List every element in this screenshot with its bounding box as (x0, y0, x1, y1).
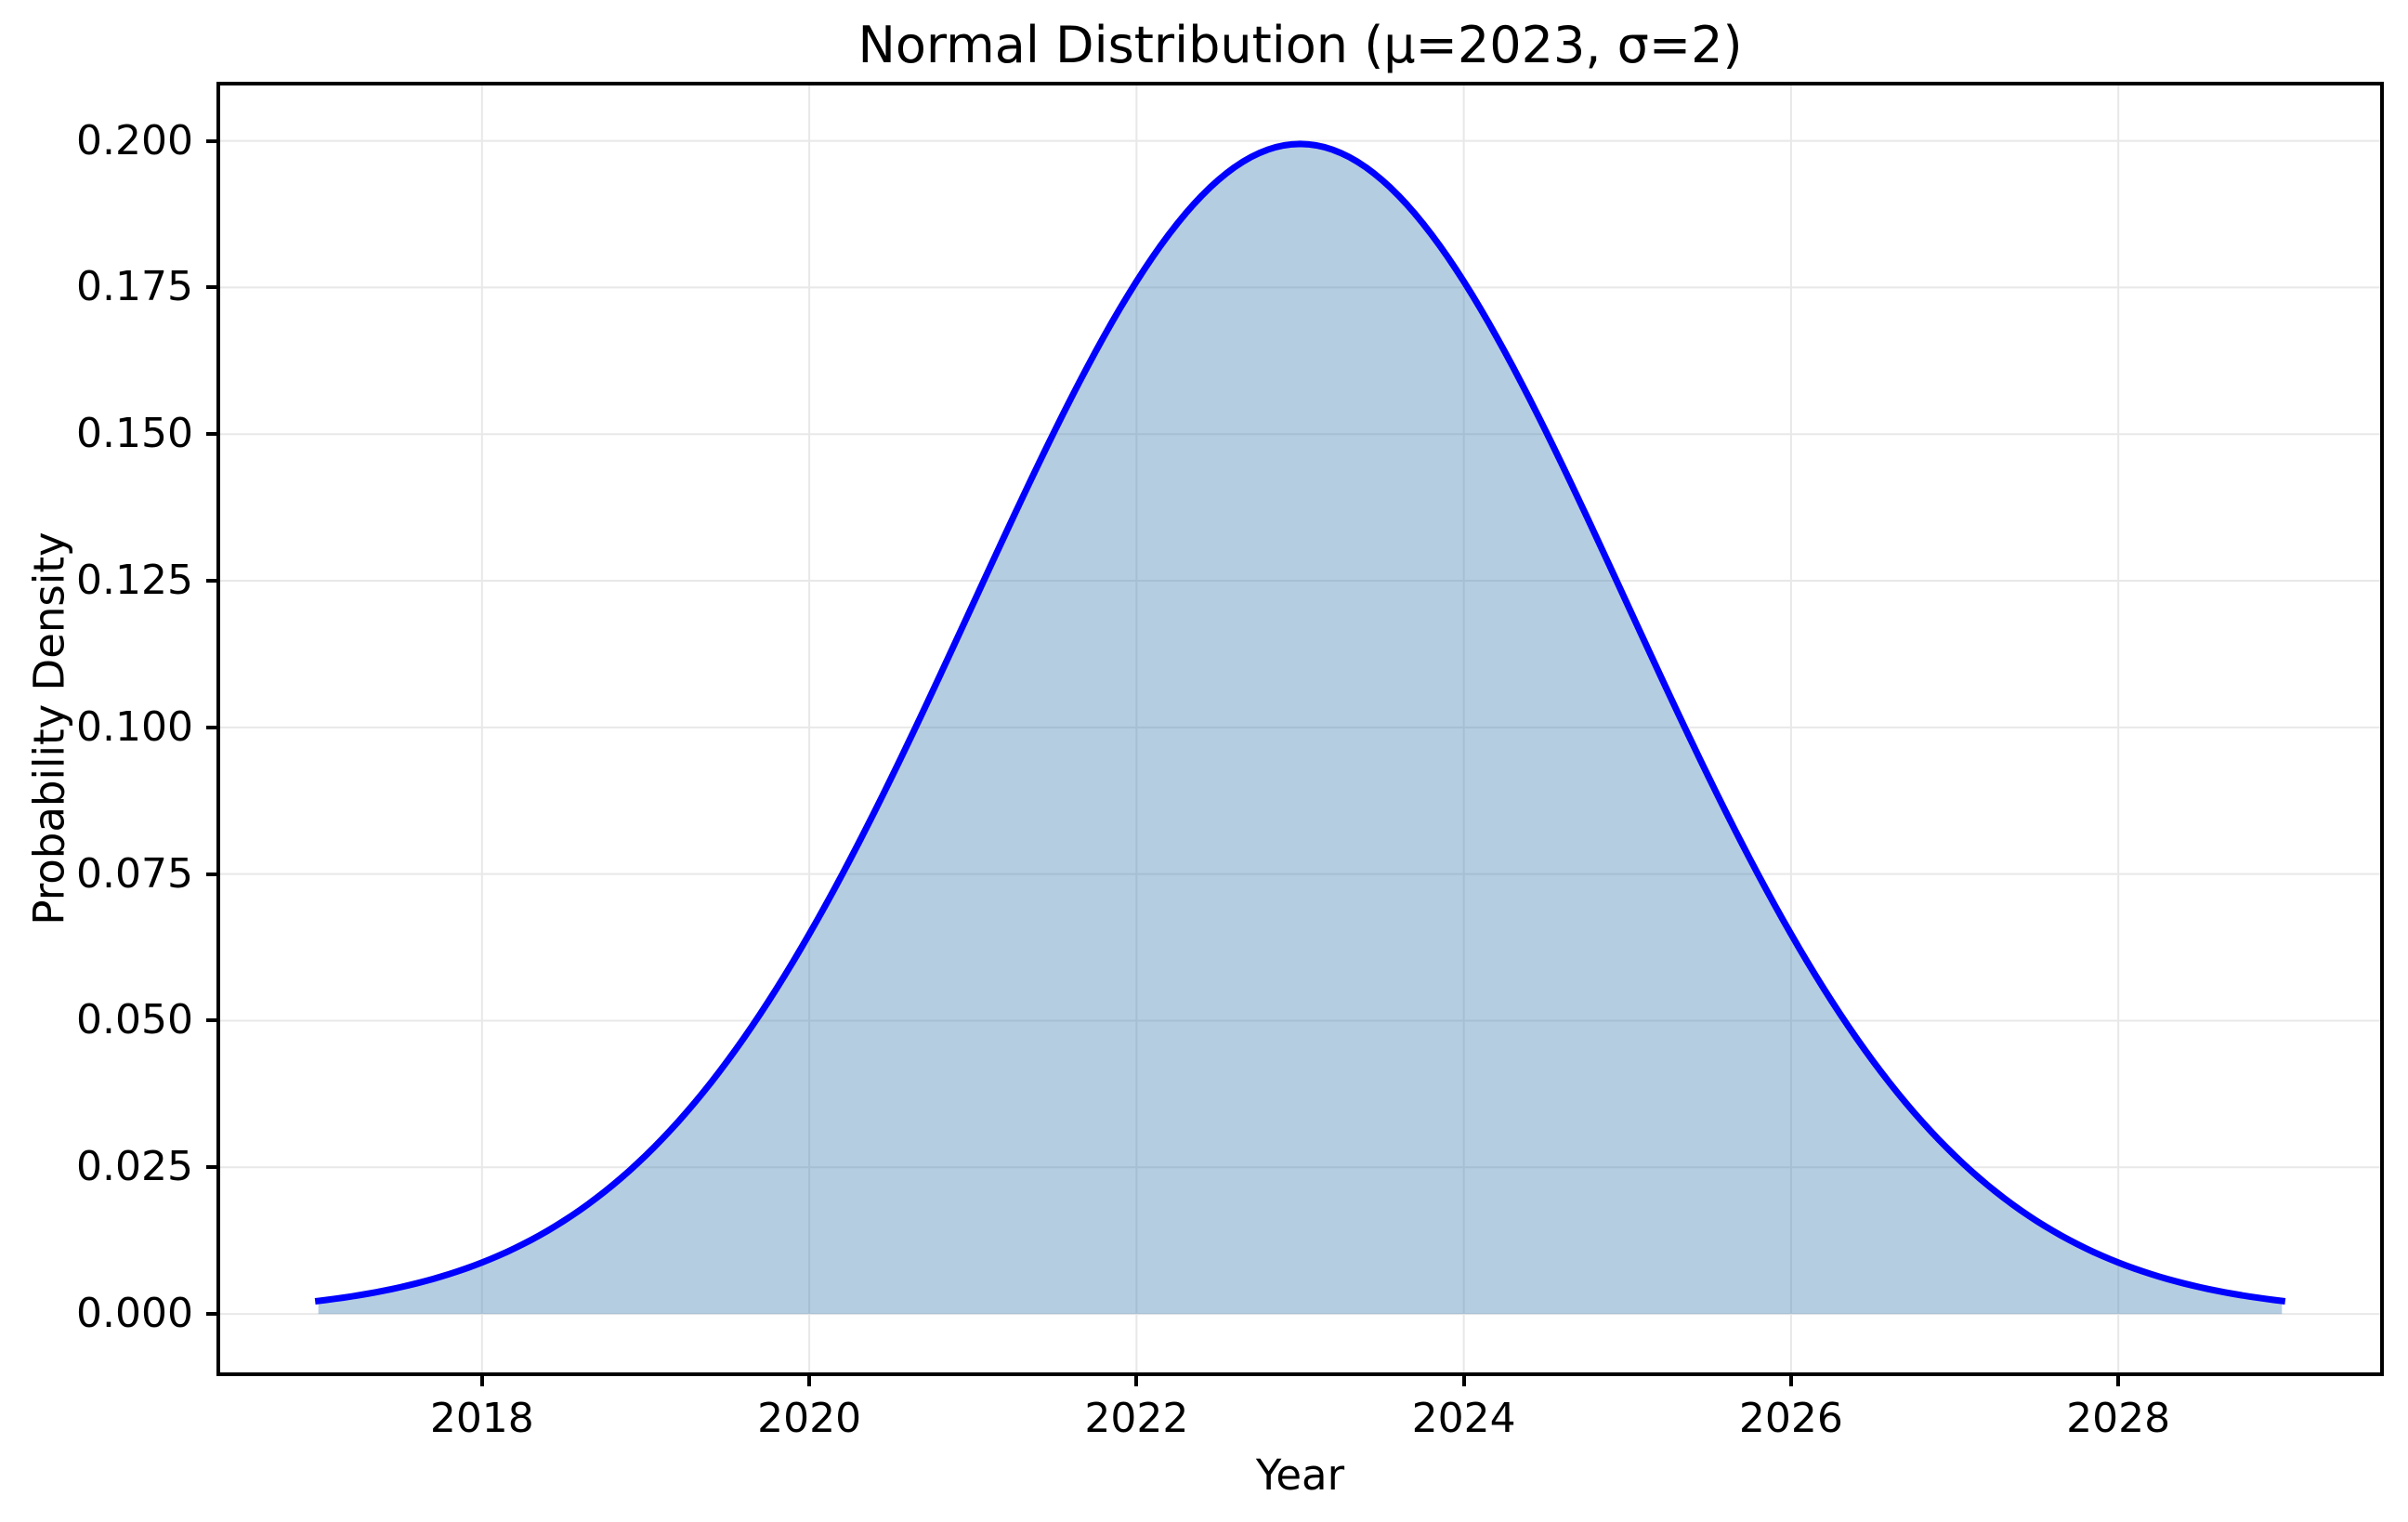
chart-title: Normal Distribution (μ=2023, σ=2) (857, 16, 1743, 74)
y-tick-mark (206, 285, 216, 290)
y-tick-mark (206, 138, 216, 143)
y-tick-label: 0.075 (76, 849, 193, 898)
x-tick-label: 2018 (429, 1395, 534, 1442)
y-tick-label: 0.125 (76, 557, 193, 605)
y-tick-label: 0.050 (76, 996, 193, 1044)
y-tick-label: 0.200 (76, 116, 193, 164)
x-tick-label: 2024 (1411, 1395, 1516, 1442)
x-tick-label: 2026 (1738, 1395, 1843, 1442)
density-curve (314, 140, 2286, 1305)
plot-canvas (220, 85, 2380, 1372)
x-tick-label: 2020 (757, 1395, 862, 1442)
y-tick-label: 0.100 (76, 702, 193, 751)
density-fill-area (318, 143, 2283, 1315)
x-tick-mark (1461, 1376, 1466, 1386)
x-tick-mark (479, 1376, 484, 1386)
x-tick-mark (807, 1376, 812, 1386)
y-tick-mark (206, 872, 216, 876)
y-axis-label: Probability Density (24, 531, 74, 925)
y-tick-mark (206, 1165, 216, 1170)
y-tick-label: 0.150 (76, 410, 193, 458)
y-tick-label: 0.000 (76, 1290, 193, 1338)
plot-area (216, 82, 2384, 1376)
y-tick-label: 0.175 (76, 263, 193, 311)
x-tick-mark (1134, 1376, 1139, 1386)
x-tick-label: 2028 (2066, 1395, 2171, 1442)
y-tick-label: 0.025 (76, 1143, 193, 1191)
y-tick-mark (206, 725, 216, 729)
x-axis-label: Year (1255, 1450, 1345, 1500)
y-tick-mark (206, 579, 216, 584)
x-tick-mark (2116, 1376, 2121, 1386)
y-tick-mark (206, 1018, 216, 1023)
x-tick-mark (1788, 1376, 1793, 1386)
y-tick-mark (206, 432, 216, 437)
x-tick-label: 2022 (1084, 1395, 1189, 1442)
y-tick-mark (206, 1312, 216, 1317)
